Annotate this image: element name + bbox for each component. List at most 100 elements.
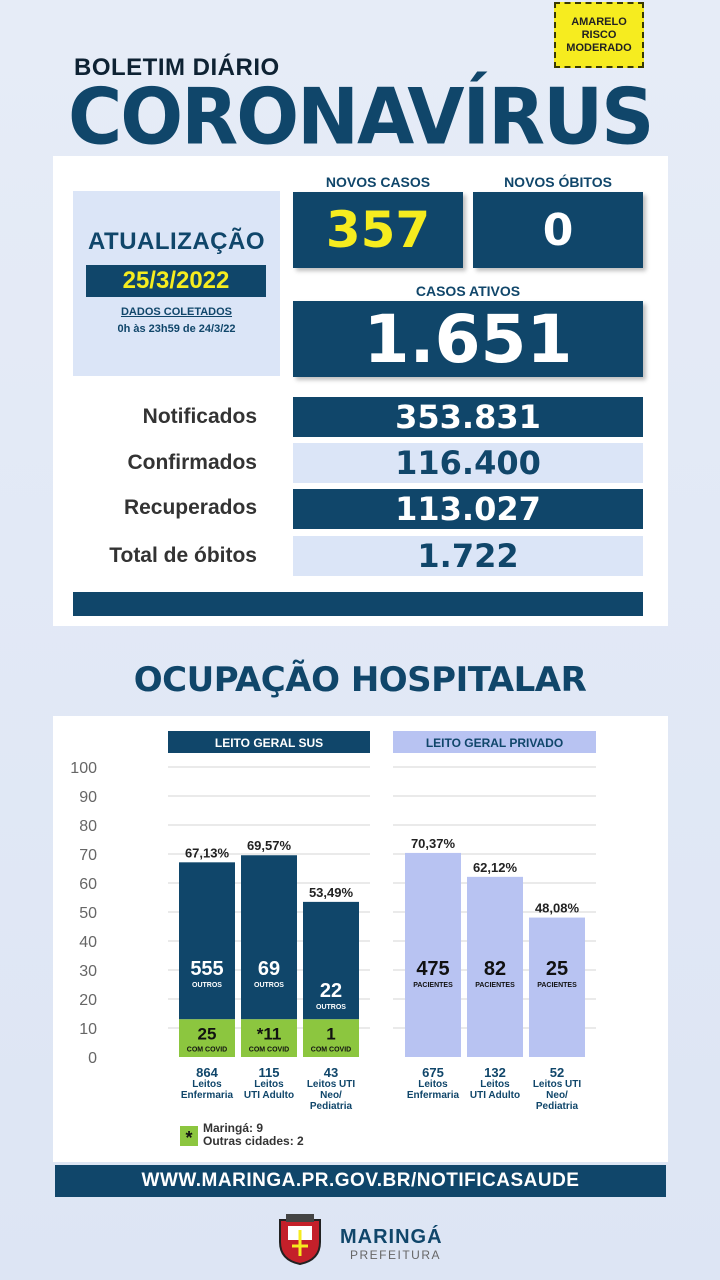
patients-sub-label: PACIENTES: [413, 982, 453, 989]
new-deaths-box: 0: [473, 192, 643, 268]
bar-patients: [405, 852, 461, 1057]
others-value-label: 22: [320, 980, 342, 1002]
active-cases-value: 1.651: [363, 300, 573, 378]
bar-others: [179, 862, 235, 1020]
bulletin-subtitle: BOLETIM DIÁRIO: [74, 54, 280, 81]
y-tick-label: 0: [88, 1050, 97, 1067]
bar-patients: [529, 917, 585, 1057]
bar-category-label: Leitos UTI: [533, 1079, 582, 1090]
risk-line-3: MODERADO: [566, 41, 632, 54]
bar-percent-label: 69,57%: [247, 838, 292, 853]
new-deaths-label: NOVOS ÓBITOS: [504, 174, 612, 190]
footnote-line-1: Maringá: 9: [203, 1121, 263, 1135]
bar-category-label: Leitos: [480, 1079, 510, 1090]
group-header: [168, 731, 370, 753]
others-sub-label: OUTROS: [316, 1004, 346, 1011]
group-header-label: LEITO GERAL PRIVADO: [426, 736, 563, 750]
risk-line-1: AMARELO: [571, 15, 627, 28]
notified-label: Notificados: [142, 405, 257, 428]
new-cases-value: 357: [325, 201, 431, 259]
bar-category-label: Enfermaria: [181, 1090, 234, 1101]
active-cases-box: 1.651: [293, 300, 643, 378]
covid-sub-label: COM COVID: [187, 1046, 227, 1053]
footnote-line-2: Outras cidades: 2: [203, 1134, 304, 1148]
bar-others: [303, 901, 359, 1020]
group-header: [393, 731, 596, 753]
bar-category-label: Neo/: [546, 1090, 568, 1101]
bar-category-label: Enfermaria: [407, 1090, 460, 1101]
bar-covid: [179, 1019, 235, 1057]
y-tick-label: 10: [79, 1021, 97, 1038]
bar-category-label: Leitos: [192, 1079, 222, 1090]
new-cases-label: NOVOS CASOS: [325, 174, 431, 190]
covid-value-label: 1: [326, 1024, 335, 1043]
bar-total-label: 43: [324, 1065, 338, 1080]
active-cases-label: CASOS ATIVOS: [415, 283, 521, 299]
new-deaths-value: 0: [542, 204, 574, 256]
y-tick-label: 100: [70, 760, 97, 777]
divider-bar: [73, 592, 643, 616]
confirmed-value: 116.400: [293, 443, 643, 483]
data-collected-period: 0h às 23h59 de 24/3/22: [117, 323, 236, 335]
patients-value-label: 82: [484, 958, 506, 980]
patients-sub-label: PACIENTES: [475, 982, 515, 989]
logo-subtitle: PREFEITURA: [350, 1248, 442, 1262]
covid-sub-label: COM COVID: [249, 1046, 289, 1053]
total-deaths-label: Total de óbitos: [109, 544, 257, 567]
bar-category-label: Leitos UTI: [307, 1079, 356, 1090]
update-title: ATUALIZAÇÃO: [87, 228, 266, 255]
bar-category-label: Neo/: [320, 1090, 342, 1101]
y-tick-label: 50: [79, 905, 97, 922]
covid-value-label: 25: [198, 1024, 217, 1043]
bar-total-label: 115: [259, 1065, 280, 1080]
others-value-label: 69: [258, 958, 280, 980]
bar-covid: [303, 1019, 359, 1057]
bar-category-label: Pediatria: [536, 1101, 579, 1112]
others-sub-label: OUTROS: [192, 982, 222, 989]
bar-total-label: 52: [550, 1065, 564, 1080]
y-tick-label: 80: [79, 818, 97, 835]
bar-total-label: 675: [422, 1065, 444, 1080]
bar-percent-label: 62,12%: [473, 860, 518, 875]
recovered-label: Recuperados: [123, 496, 257, 519]
update-date: 25/3/2022: [86, 265, 266, 297]
new-cases-box: 357: [293, 192, 463, 268]
city-crest-icon: [279, 1214, 321, 1266]
recovered-value: 113.027: [293, 489, 643, 529]
notified-value: 353.831: [293, 397, 643, 437]
risk-level-badge: AMARELO RISCO MODERADO: [554, 2, 644, 68]
y-tick-label: 40: [79, 934, 97, 951]
y-tick-label: 70: [79, 847, 97, 864]
patients-value-label: 25: [546, 958, 568, 980]
bar-others: [241, 855, 297, 1020]
bar-covid: [241, 1019, 297, 1057]
y-tick-label: 30: [79, 963, 97, 980]
covid-value-label: *11: [257, 1024, 282, 1043]
group-header-label: LEITO GERAL SUS: [215, 736, 323, 750]
footnote-symbol: *: [185, 1128, 192, 1148]
y-tick-label: 90: [79, 789, 97, 806]
bar-category-label: Leitos: [254, 1079, 284, 1090]
covid-sub-label: COM COVID: [311, 1046, 351, 1053]
notification-link[interactable]: WWW.MARINGA.PR.GOV.BR/NOTIFICASAUDE: [55, 1165, 666, 1197]
confirmed-label: Confirmados: [127, 451, 257, 474]
bar-total-label: 864: [196, 1065, 218, 1080]
footnote-marker: [180, 1126, 198, 1146]
bar-category-label: Leitos: [418, 1079, 448, 1090]
data-collected-label: DADOS COLETADOS: [120, 306, 233, 318]
patients-value-label: 475: [416, 958, 449, 980]
bar-percent-label: 53,49%: [309, 885, 354, 900]
bar-percent-label: 70,37%: [411, 836, 456, 851]
total-deaths-value: 1.722: [293, 536, 643, 576]
logo-name: MARINGÁ: [340, 1226, 443, 1248]
risk-line-2: RISCO: [581, 28, 617, 41]
bar-category-label: UTI Adulto: [244, 1090, 294, 1101]
bar-percent-label: 48,08%: [535, 901, 580, 916]
others-sub-label: OUTROS: [254, 982, 284, 989]
y-tick-label: 20: [79, 992, 97, 1009]
page-title: CORONAVÍRUS: [68, 72, 654, 163]
bar-patients: [467, 876, 523, 1057]
bar-category-label: UTI Adulto: [470, 1090, 520, 1101]
y-tick-label: 60: [79, 876, 97, 893]
bar-total-label: 132: [484, 1065, 506, 1080]
